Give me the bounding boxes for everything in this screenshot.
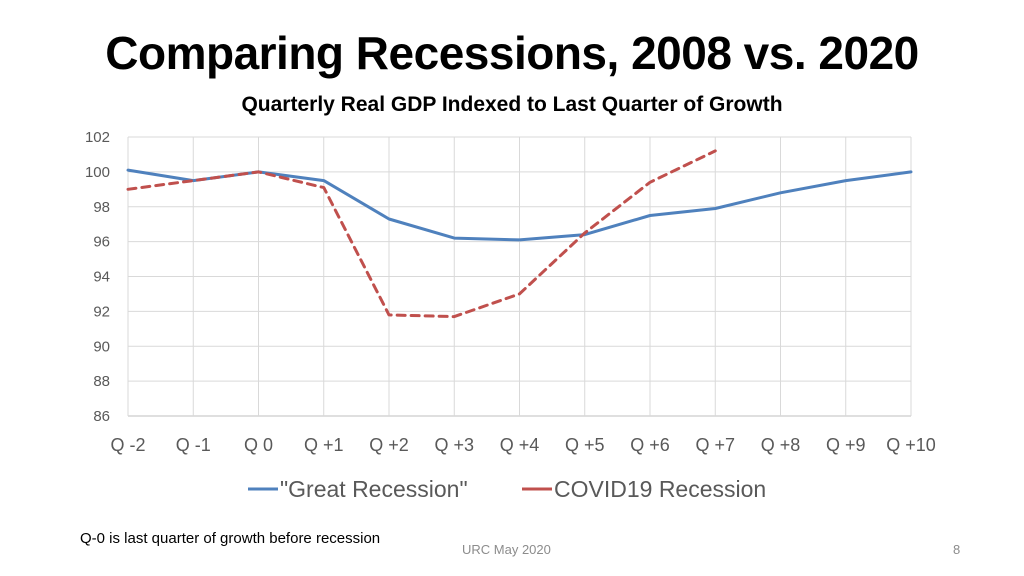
y-tick-label: 86 — [93, 408, 110, 425]
x-tick-label: Q -2 — [110, 435, 145, 455]
x-tick-label: Q +3 — [434, 435, 474, 455]
y-tick-label: 100 — [85, 164, 110, 181]
y-tick-label: 98 — [93, 199, 110, 216]
page-number: 8 — [953, 542, 961, 557]
y-tick-label: 94 — [93, 269, 110, 286]
axes: 86 88 90 92 94 96 98 100 102 Q -2 Q -1 Q 0 Q +1 Q +2 Q… — [85, 129, 936, 455]
gridlines — [127, 136, 912, 417]
y-tick-label: 88 — [93, 373, 110, 390]
x-tick-label: Q +6 — [630, 435, 670, 455]
x-tick-label: Q +5 — [565, 435, 605, 455]
x-tick-label: Q +4 — [500, 435, 540, 455]
x-tick-label: Q +2 — [369, 435, 409, 455]
chart-title: Quarterly Real GDP Indexed to Last Quart… — [241, 93, 783, 116]
x-tick-label: Q +8 — [761, 435, 801, 455]
x-tick-label: Q -1 — [176, 435, 211, 455]
x-tick-label: Q +10 — [886, 435, 936, 455]
x-tick-label: Q 0 — [244, 435, 273, 455]
footnote: Q-0 is last quarter of growth before rec… — [80, 530, 381, 547]
series-line-covid19-recession — [126, 149, 717, 319]
x-tick-label: Q +9 — [826, 435, 866, 455]
y-tick-label: 92 — [93, 303, 110, 320]
x-tick-label: Q +1 — [304, 435, 344, 455]
legend-label: "Great Recession" — [280, 476, 468, 502]
slide-title: Comparing Recessions, 2008 vs. 2020 — [105, 27, 919, 79]
y-tick-label: 90 — [93, 338, 110, 355]
y-tick-label: 102 — [85, 129, 110, 146]
legend-label: COVID19 Recession — [554, 476, 766, 502]
y-tick-label: 96 — [93, 234, 110, 251]
legend: "Great Recession" COVID19 Recession — [248, 476, 766, 502]
x-tick-label: Q +7 — [695, 435, 735, 455]
footer-text: URC May 2020 — [462, 542, 551, 557]
series-lines — [126, 149, 913, 319]
